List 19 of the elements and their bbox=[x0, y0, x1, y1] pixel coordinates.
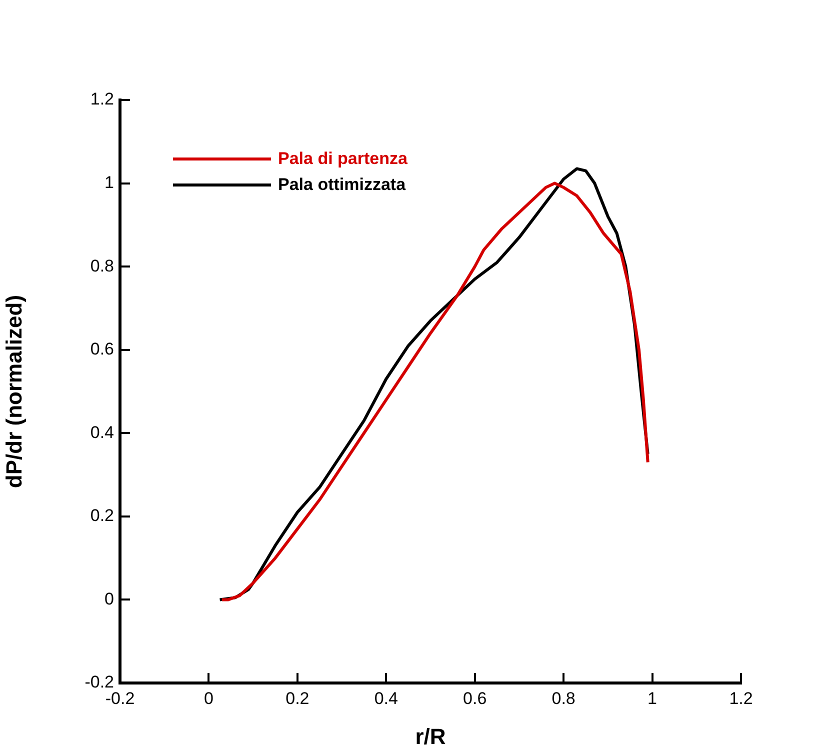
x-tick-label: 1.2 bbox=[729, 688, 753, 708]
y-tick-label: 0.6 bbox=[90, 340, 114, 359]
x-tick-label: 0 bbox=[204, 688, 214, 708]
text: Pala di partenza bbox=[278, 149, 408, 169]
x-tick-label: 1 bbox=[648, 688, 658, 708]
y-tick-label: 0.4 bbox=[90, 422, 114, 442]
y-tick-label: 1 bbox=[104, 172, 114, 192]
x-tick-label: 0.6 bbox=[463, 688, 487, 708]
y-tick-label: 0.2 bbox=[90, 506, 114, 526]
x-axis-title: r/R bbox=[415, 724, 446, 749]
text: Pala ottimizzata bbox=[278, 175, 406, 195]
y-axis-title: dP/dr (normalized) bbox=[1, 294, 26, 488]
x-tick-label: 0.4 bbox=[374, 688, 398, 708]
y-tick-label: 0.8 bbox=[90, 256, 114, 276]
y-tick-label: 1.2 bbox=[90, 90, 114, 109]
x-tick-label: 0.8 bbox=[552, 688, 576, 708]
y-tick-label: 0 bbox=[104, 589, 114, 608]
x-tick-label: 0.2 bbox=[286, 688, 310, 708]
y-tick-label: -0.2 bbox=[84, 672, 114, 692]
